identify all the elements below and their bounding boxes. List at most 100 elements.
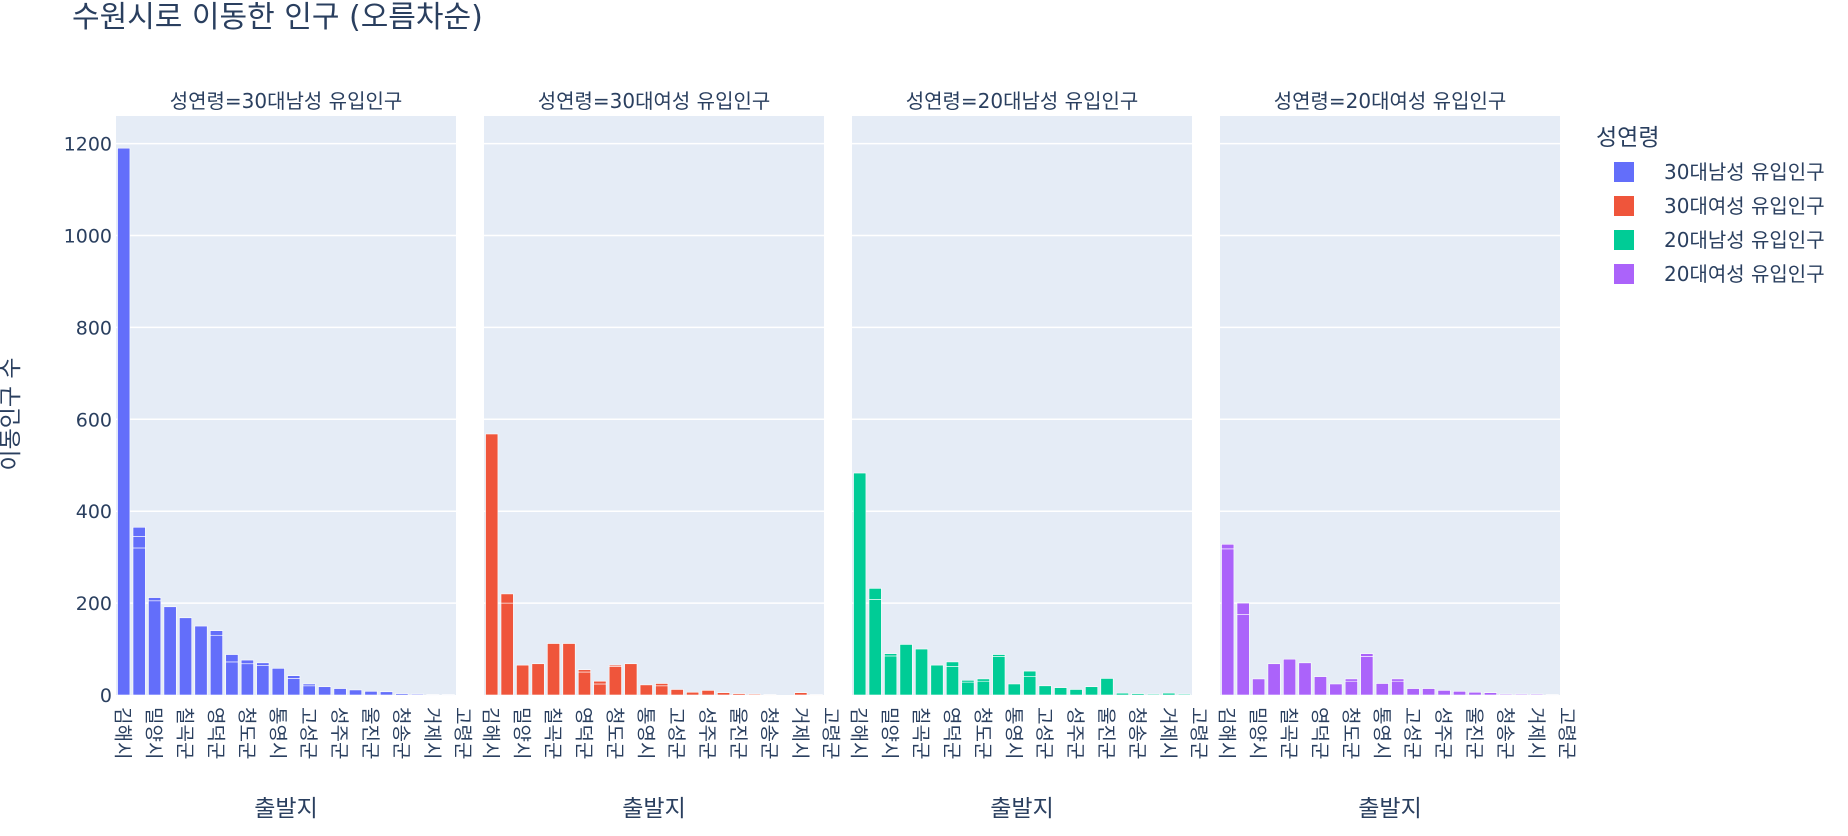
bar	[1023, 676, 1037, 696]
y-axis-title: 이동인구 수	[0, 357, 24, 470]
x-tick-label: 통영시	[1002, 707, 1024, 759]
x-tick-label: 청도군	[603, 707, 625, 759]
bar	[1298, 662, 1312, 696]
plot-background	[1220, 116, 1560, 695]
bar	[1344, 680, 1358, 696]
bar	[915, 648, 929, 696]
x-tick-label: 고령군	[1556, 707, 1578, 759]
bar	[899, 644, 913, 696]
bar	[930, 664, 944, 696]
legend: 성연령 30대남성 유입인구 30대여성 유입인구 20대남성 유입인구 20대여성 …	[1596, 125, 1825, 286]
bar	[271, 668, 285, 696]
x-tick-label: 영덕군	[1308, 707, 1330, 759]
x-tick-label: 김해시	[112, 707, 134, 759]
bar	[1360, 656, 1374, 696]
bar	[1177, 693, 1191, 696]
bar	[961, 679, 975, 683]
facet-title: 성연령=30대남성 유입인구	[170, 89, 403, 113]
bar	[364, 691, 378, 696]
plot-background	[116, 116, 456, 695]
bar	[1375, 683, 1389, 696]
x-tick-label: 고령군	[1188, 707, 1210, 759]
bar	[562, 643, 576, 696]
bar	[884, 653, 898, 657]
x-tick-label: 영덕군	[204, 707, 226, 759]
bar	[1023, 670, 1037, 677]
y-tick-label: 1200	[64, 134, 112, 156]
x-tick-label: 울진군	[1463, 707, 1485, 759]
bar	[209, 630, 223, 636]
bar	[500, 602, 514, 696]
bar	[1236, 602, 1250, 615]
legend-swatch[interactable]	[1614, 264, 1634, 284]
bar	[1283, 658, 1297, 696]
bar	[608, 666, 622, 696]
bar	[395, 693, 409, 696]
legend-items: 30대남성 유입인구 30대여성 유입인구 20대남성 유입인구 20대여성 유입인구	[1614, 160, 1825, 286]
x-tick-label: 김해시	[1216, 707, 1238, 759]
y-tick-label: 800	[76, 317, 112, 339]
x-tick-label: 울진군	[1095, 707, 1117, 759]
bar	[1313, 676, 1327, 696]
bar	[992, 656, 1006, 696]
x-tick-label: 청송군	[1494, 707, 1516, 759]
bar	[747, 693, 761, 696]
bar	[1038, 685, 1052, 696]
bar	[992, 654, 1006, 657]
bar	[1483, 692, 1497, 696]
bar	[1360, 653, 1374, 657]
x-axis-title: 출발지	[622, 796, 685, 822]
legend-label[interactable]: 20대여성 유입인구	[1664, 262, 1825, 286]
bar	[655, 685, 669, 696]
x-tick-label: 고령군	[452, 707, 474, 759]
bar	[1329, 683, 1343, 696]
bar	[240, 663, 254, 696]
x-tick-label: 칠곡군	[1278, 707, 1300, 759]
legend-label[interactable]: 30대남성 유입인구	[1664, 160, 1825, 184]
bar	[225, 661, 239, 696]
legend-swatch[interactable]	[1614, 230, 1634, 250]
x-tick-label: 고성군	[1401, 707, 1423, 759]
bar	[333, 688, 347, 696]
bar	[1162, 692, 1176, 696]
chart-title: 수원시로 이동한 인구 (오름차순)	[72, 0, 483, 35]
x-tick-label: 성주군	[328, 707, 350, 759]
bar	[1468, 691, 1482, 696]
bar	[593, 683, 607, 696]
bar	[302, 683, 316, 687]
bar	[531, 663, 545, 696]
x-axis-title: 출발지	[254, 796, 317, 822]
legend-swatch[interactable]	[1614, 196, 1634, 216]
y-tick-label: 1000	[64, 225, 112, 247]
bar	[1422, 688, 1436, 696]
legend-label[interactable]: 20대남성 유입인구	[1664, 228, 1825, 252]
legend-swatch[interactable]	[1614, 162, 1634, 182]
bar	[1391, 678, 1405, 682]
bar	[1437, 690, 1451, 696]
bar	[670, 689, 684, 696]
bar	[163, 606, 177, 696]
y-tick-label: 0	[100, 685, 112, 707]
bar	[593, 680, 607, 685]
x-axis-title: 출발지	[990, 796, 1053, 822]
bar	[1252, 678, 1266, 696]
x-tick-label: 밀양시	[511, 707, 533, 759]
x-tick-label: 칠곡군	[174, 707, 196, 759]
bar	[1054, 687, 1068, 696]
facet-title: 성연령=30대여성 유입인구	[538, 89, 771, 113]
x-tick-label: 성주군	[696, 707, 718, 759]
plot-background	[484, 116, 824, 695]
bar	[1115, 692, 1129, 696]
bar	[945, 666, 959, 696]
bar	[1499, 693, 1513, 696]
bar	[148, 600, 162, 696]
x-tick-label: 거제시	[421, 707, 443, 759]
x-tick-label: 영덕군	[572, 707, 594, 759]
bar	[287, 678, 301, 696]
x-tick-label: 성주군	[1064, 707, 1086, 759]
bar	[577, 669, 591, 673]
bar	[441, 694, 455, 696]
legend-label[interactable]: 30대여성 유입인구	[1664, 194, 1825, 218]
bar	[976, 680, 990, 696]
x-tick-label: 김해시	[848, 707, 870, 759]
